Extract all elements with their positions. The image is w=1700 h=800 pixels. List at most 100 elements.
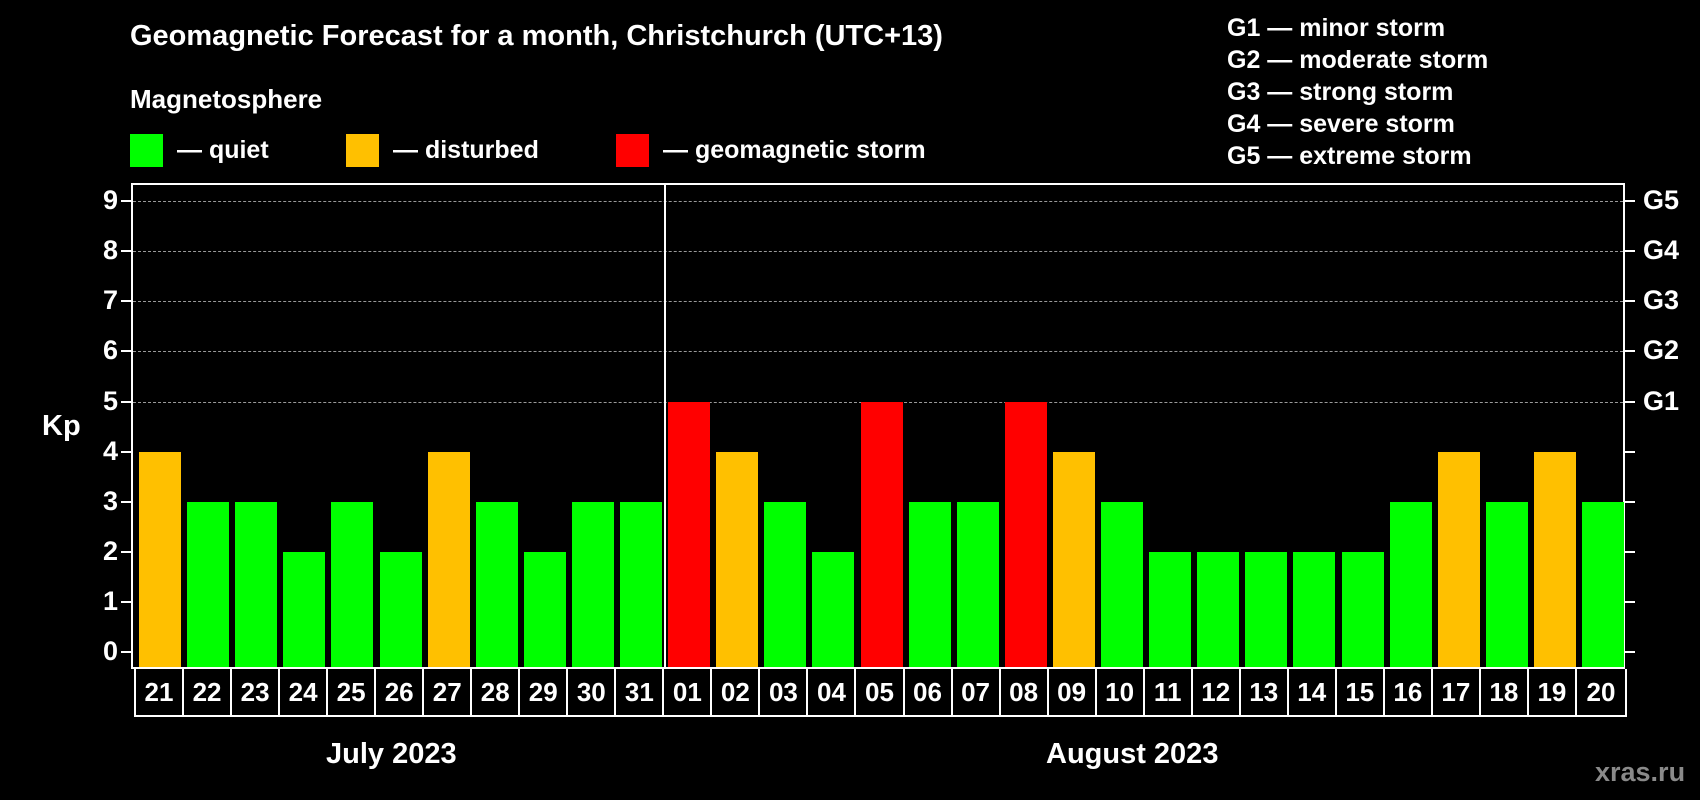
kp-bar-2023-08-19 [1533, 451, 1576, 667]
right-tick [1625, 450, 1635, 453]
y-tick-label: 9 [102, 185, 118, 216]
y-tick-label: 2 [102, 535, 118, 566]
date-label: 02 [712, 669, 761, 715]
g1-legend: G1 — minor storm [1227, 14, 1446, 42]
date-label: 15 [1337, 669, 1385, 715]
g2-legend: G2 — moderate storm [1227, 46, 1489, 74]
kp-bar-2023-08-12 [1197, 551, 1240, 667]
right-tick [1625, 500, 1635, 503]
kp-bar-2023-07-31 [620, 501, 663, 667]
date-label: 19 [1529, 669, 1577, 715]
kp-bar-2023-07-29 [523, 551, 566, 667]
y-tick [121, 450, 131, 453]
kp-bar-2023-08-17 [1437, 451, 1480, 667]
kp-bar-2023-07-22 [187, 501, 230, 667]
date-label: 23 [232, 669, 281, 715]
month-label-august: August 2023 [1046, 738, 1219, 770]
kp-bar-2023-08-11 [1149, 551, 1192, 667]
date-label: 20 [1586, 676, 1616, 707]
y-tick-label: 7 [102, 285, 118, 316]
y-tick-label: 1 [102, 585, 118, 616]
quiet-swatch-icon [130, 134, 163, 167]
kp-bar-2023-08-20 [1582, 501, 1625, 667]
disturbed-swatch-icon [346, 134, 379, 167]
kp-bar-2023-08-06 [908, 501, 951, 667]
date-label: 11 [1145, 669, 1193, 715]
kp-bar-2023-08-03 [764, 501, 807, 667]
right-tick [1625, 350, 1635, 353]
date-label: 08 [1001, 669, 1049, 715]
date-label: 29 [520, 669, 569, 715]
kp-bar-2023-07-28 [475, 501, 518, 667]
date-label: 14 [1289, 669, 1337, 715]
right-tick [1625, 651, 1635, 653]
y-tick [121, 300, 131, 303]
kp-bar-2023-08-13 [1245, 551, 1288, 667]
gridline [133, 351, 1623, 353]
y-tick-label: 8 [102, 235, 118, 266]
chart-title: Geomagnetic Forecast for a month, Christ… [130, 20, 943, 52]
g3-legend: G3 — strong storm [1227, 78, 1454, 106]
gridline [133, 201, 1623, 203]
kp-bar-2023-07-24 [283, 551, 326, 667]
y-tick [121, 600, 131, 603]
date-label: 26 [376, 669, 425, 715]
right-tick [1625, 250, 1635, 253]
y-axis-label: Kp [42, 410, 81, 442]
y-tick [121, 550, 131, 553]
g5-legend: G5 — extreme storm [1227, 142, 1472, 170]
date-label: 27 [424, 669, 473, 715]
g-scale-tick-label: G2 [1643, 335, 1680, 366]
y-tick [121, 200, 131, 203]
storm-swatch-icon [616, 134, 649, 167]
right-tick [1625, 400, 1635, 403]
month-label-july: July 2023 [326, 738, 457, 770]
legend-disturbed: — disturbed [346, 134, 539, 167]
g-scale-legend: G1 — minor storm G2 — moderate storm G3 … [1227, 12, 1488, 172]
kp-bar-2023-07-23 [235, 501, 278, 667]
kp-bar-2023-08-01 [668, 401, 711, 667]
watermark: xras.ru [1595, 757, 1686, 787]
kp-bar-2023-07-26 [379, 551, 422, 667]
legend-disturbed-label: — disturbed [393, 136, 539, 164]
date-label: 18 [1481, 669, 1529, 715]
plot-area [131, 183, 1625, 669]
date-row: 21 22 23 24 25 26 27 28 29 30 31 01 02 03 04 05 06 07 08 09… [134, 669, 1628, 717]
month-divider [664, 185, 667, 667]
date-label: 21 [136, 669, 185, 715]
kp-bar-2023-07-25 [331, 501, 374, 667]
kp-bar-2023-08-08 [1004, 401, 1047, 667]
kp-bar-2023-08-18 [1485, 501, 1528, 667]
kp-bar-2023-07-21 [139, 451, 182, 667]
date-label: 12 [1193, 669, 1241, 715]
gridline [133, 251, 1623, 253]
right-tick [1625, 600, 1635, 603]
kp-bar-2023-08-15 [1341, 551, 1384, 667]
g-scale-tick-label: G3 [1643, 285, 1680, 316]
date-label: 25 [328, 669, 377, 715]
y-tick [121, 250, 131, 253]
legend-subtitle: Magnetosphere [130, 84, 323, 114]
right-tick [1625, 200, 1635, 203]
kp-bar-2023-08-07 [956, 501, 999, 667]
kp-bar-2023-08-14 [1293, 551, 1336, 667]
g4-legend: G4 — severe storm [1227, 110, 1455, 138]
kp-bar-2023-08-10 [1101, 501, 1144, 667]
date-label: 01 [664, 669, 713, 715]
date-label: 28 [472, 669, 521, 715]
date-label: 22 [184, 669, 233, 715]
date-label: 03 [760, 669, 809, 715]
date-label: 30 [568, 669, 617, 715]
right-tick [1625, 550, 1635, 553]
kp-bar-2023-07-27 [427, 451, 470, 667]
y-tick [121, 500, 131, 503]
date-label: 05 [856, 669, 905, 715]
kp-bar-2023-08-02 [716, 451, 759, 667]
legend-quiet: — quiet [130, 134, 269, 167]
date-label: 10 [1097, 669, 1145, 715]
y-tick-label: 5 [102, 385, 118, 416]
date-label: 17 [1433, 669, 1481, 715]
date-label: 07 [953, 669, 1001, 715]
y-tick [121, 400, 131, 403]
y-tick [121, 350, 131, 353]
